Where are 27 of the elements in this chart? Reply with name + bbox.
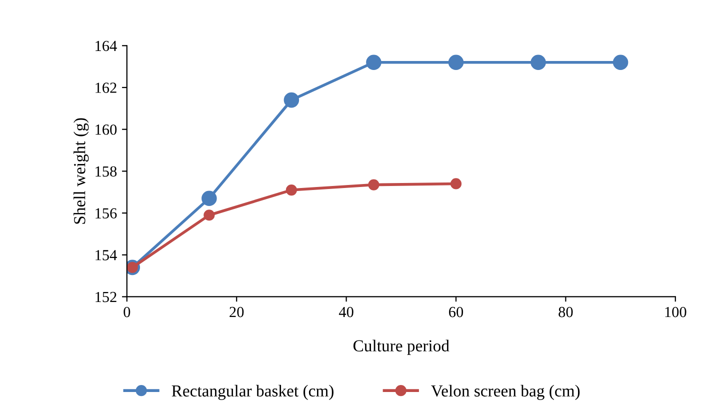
x-tick-label: 0 — [124, 306, 130, 318]
point — [612, 54, 628, 70]
point — [368, 179, 380, 190]
y-tick-label: 152 — [96, 292, 116, 302]
y-tick-label: 158 — [96, 166, 117, 177]
legend-label: Velon screen bag (cm) — [431, 384, 580, 400]
point — [284, 92, 300, 108]
x-axis-title: Culture period — [353, 340, 450, 355]
point — [202, 190, 217, 206]
y-tick-label: 162 — [96, 82, 116, 93]
point — [530, 54, 546, 70]
x-tick-label: 20 — [230, 306, 244, 318]
x-tick-label: 80 — [558, 306, 573, 318]
point — [204, 210, 215, 221]
point — [366, 54, 382, 70]
y-tick-label: 156 — [96, 208, 117, 218]
x-tick-label: 60 — [449, 306, 464, 318]
y-tick-label: 154 — [96, 250, 117, 260]
y-axis-title: Shell weight (g) — [74, 118, 89, 224]
point — [286, 184, 298, 196]
point — [448, 54, 464, 70]
x-tick-label: 100 — [665, 306, 686, 318]
legend-label: Rectangular basket (cm) — [172, 384, 334, 400]
point — [450, 178, 462, 190]
x-tick-label: 40 — [338, 306, 354, 318]
y-tick-label: 164 — [96, 40, 117, 52]
y-tick-label: 160 — [96, 124, 117, 135]
